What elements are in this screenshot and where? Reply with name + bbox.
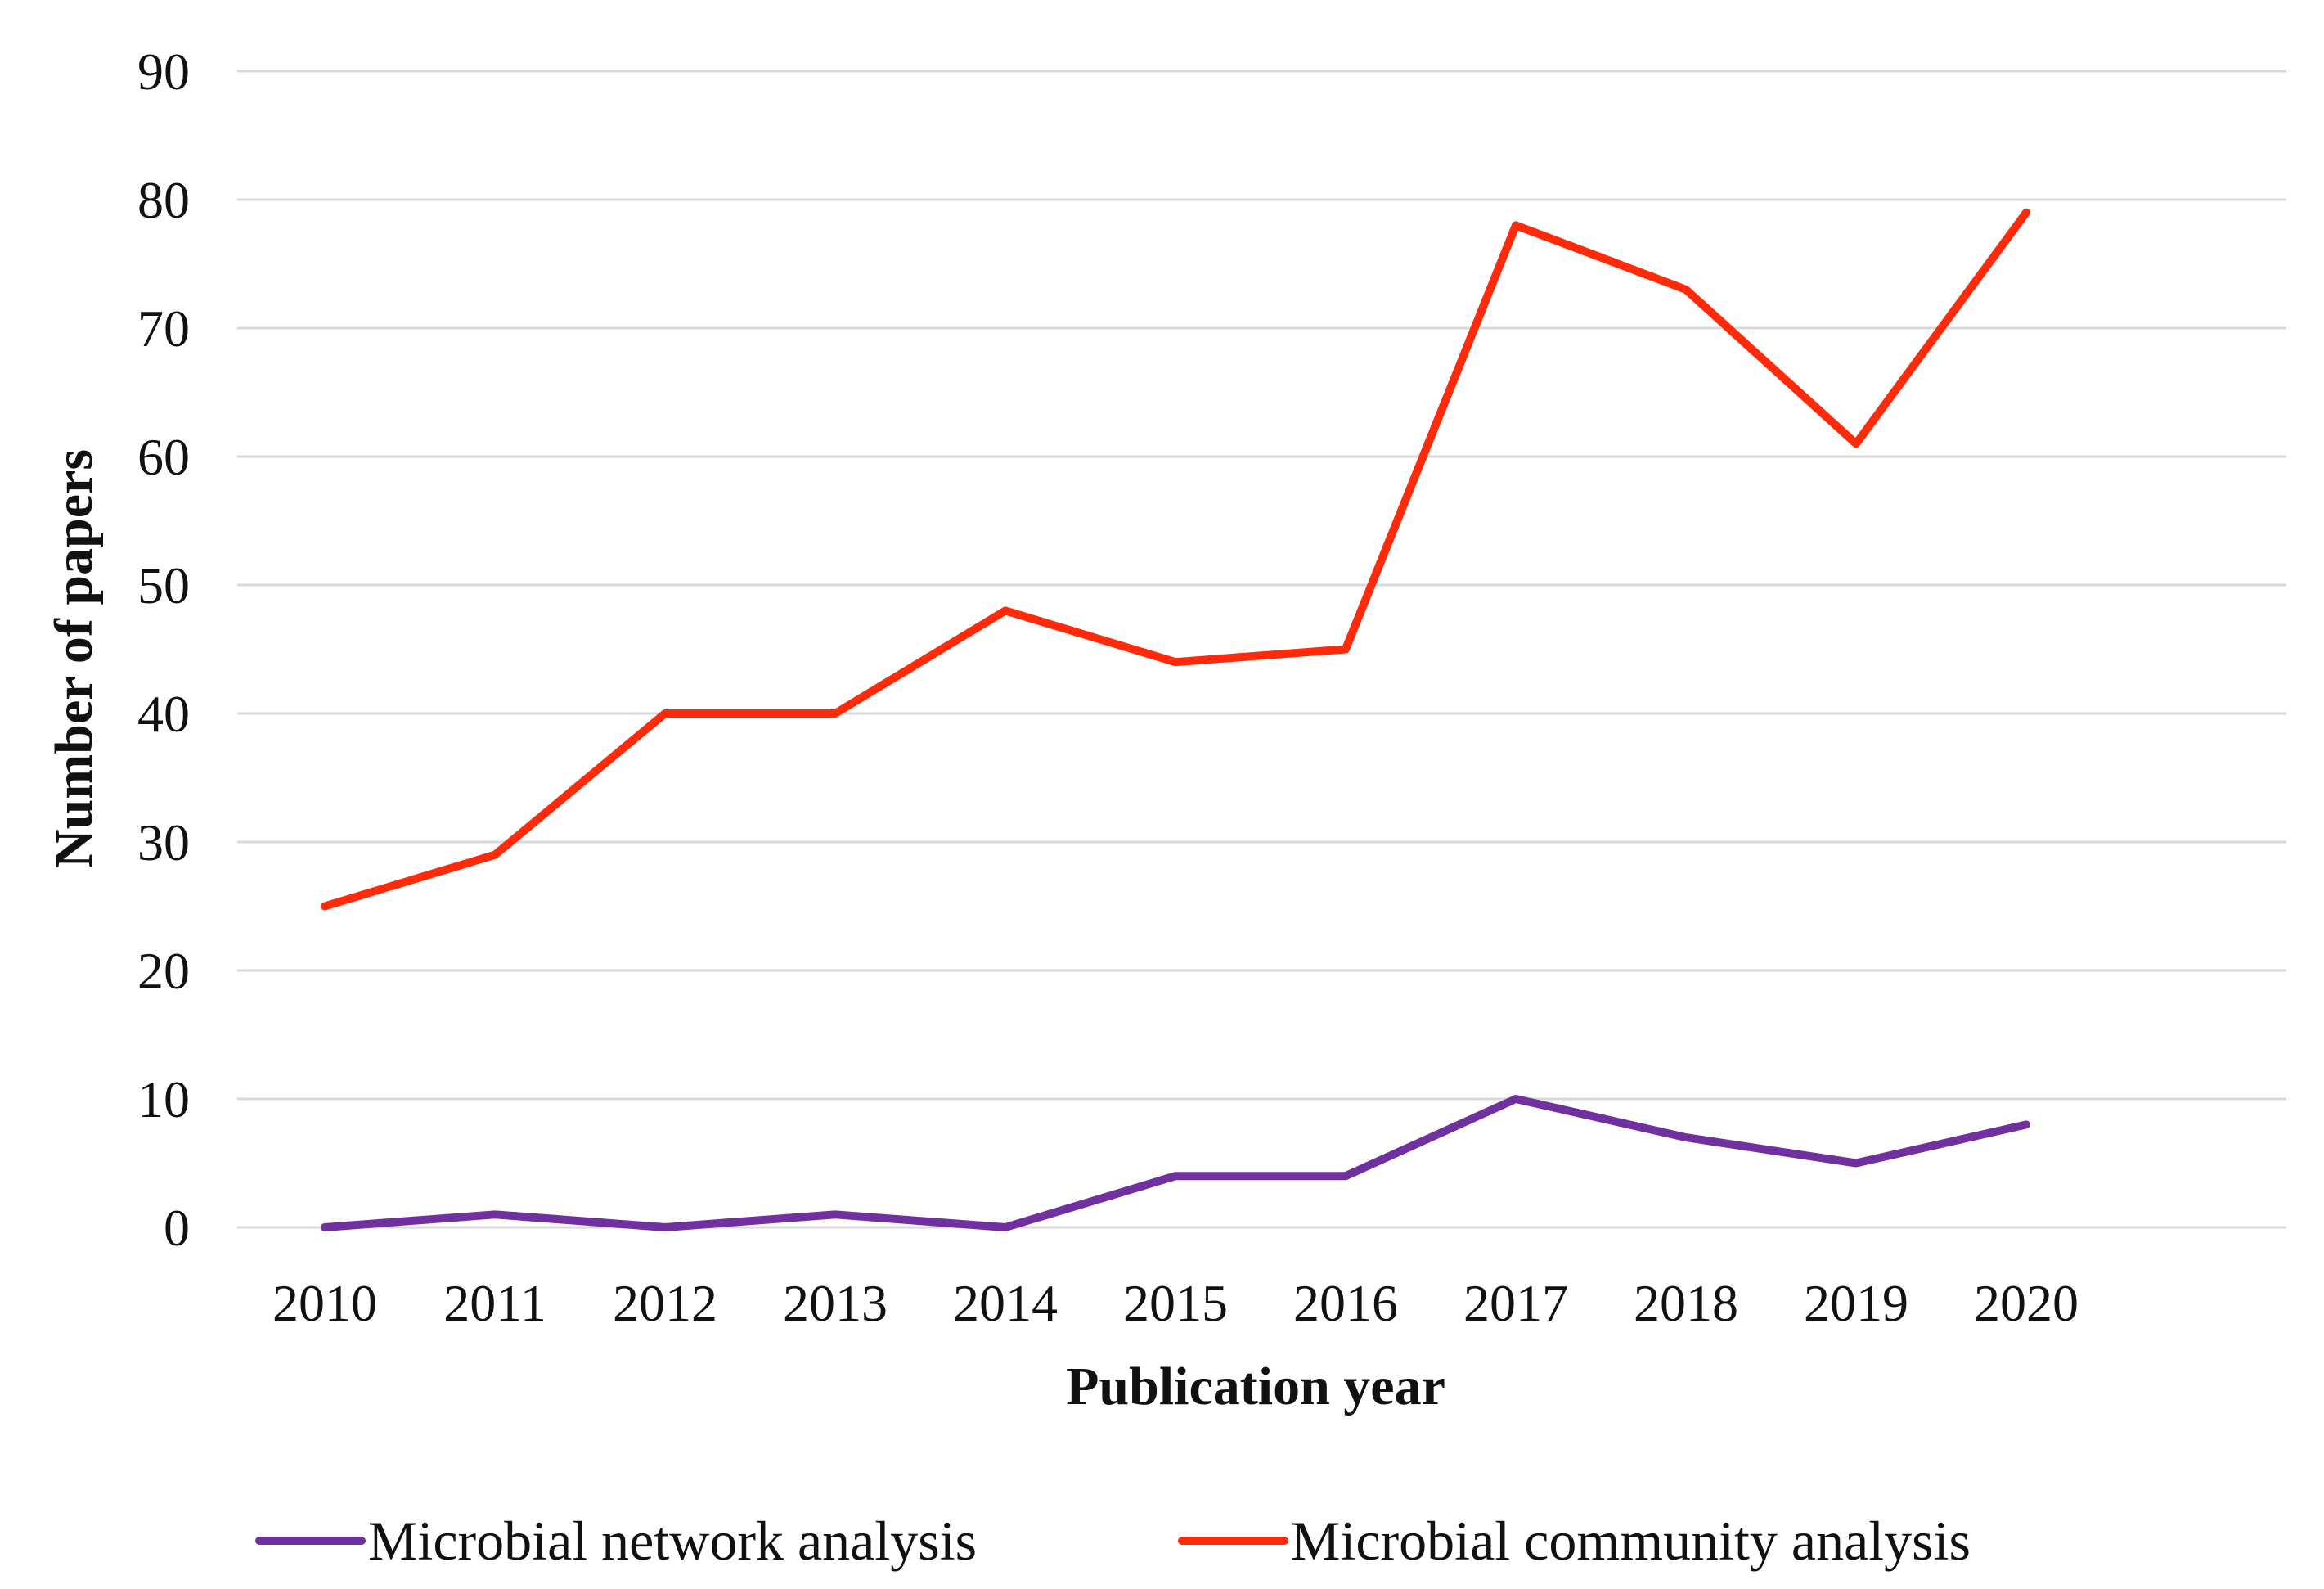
x-tick-label: 2020 bbox=[1974, 1274, 2079, 1332]
data-point-1-3 bbox=[834, 713, 836, 714]
data-point-1-10 bbox=[2025, 212, 2027, 214]
data-point-1-6 bbox=[1345, 649, 1346, 650]
x-tick-label: 2012 bbox=[613, 1274, 717, 1332]
data-point-0-9 bbox=[1855, 1163, 1857, 1164]
data-point-1-0 bbox=[324, 906, 326, 907]
data-point-0-0 bbox=[324, 1227, 326, 1228]
series-line-0 bbox=[321, 1095, 2030, 1231]
data-point-0-1 bbox=[494, 1213, 496, 1215]
x-tick-label: 2015 bbox=[1123, 1274, 1228, 1332]
x-tick-label: 2011 bbox=[443, 1274, 546, 1332]
data-point-0-3 bbox=[834, 1213, 836, 1215]
x-tick-label: 2010 bbox=[272, 1274, 377, 1332]
y-axis-ticks: 0 10 20 30 40 50 60 70 80 90 bbox=[137, 43, 190, 1257]
y-tick-label: 50 bbox=[137, 556, 190, 614]
legend: Microbial network analysis Microbial comm… bbox=[255, 1510, 1971, 1572]
x-axis-ticks: 2010 2011 2012 2013 2014 2015 2016 2017 2018 2019… bbox=[272, 1274, 2079, 1332]
x-tick-label: 2017 bbox=[1463, 1274, 1568, 1332]
data-point-0-6 bbox=[1345, 1175, 1346, 1177]
data-point-0-7 bbox=[1515, 1098, 1517, 1100]
y-tick-label: 20 bbox=[137, 942, 190, 1000]
legend-label-1: Microbial community analysis bbox=[1291, 1510, 1971, 1572]
data-point-0-5 bbox=[1175, 1175, 1176, 1177]
data-point-0-10 bbox=[2025, 1123, 2027, 1125]
data-point-1-7 bbox=[1515, 224, 1517, 226]
y-tick-label: 80 bbox=[137, 171, 190, 229]
y-axis-title: Number of papers bbox=[44, 449, 104, 868]
data-point-1-8 bbox=[1685, 289, 1687, 290]
data-point-1-5 bbox=[1175, 661, 1176, 663]
series-lines bbox=[321, 208, 2030, 1231]
x-axis-title: Publication year bbox=[1066, 1357, 1445, 1416]
y-tick-label: 40 bbox=[137, 685, 190, 743]
y-tick-label: 10 bbox=[137, 1070, 190, 1128]
x-tick-label: 2019 bbox=[1804, 1274, 1908, 1332]
x-tick-label: 2014 bbox=[953, 1274, 1058, 1332]
x-tick-label: 2013 bbox=[783, 1274, 888, 1332]
data-point-1-1 bbox=[494, 854, 496, 856]
y-tick-label: 70 bbox=[137, 299, 190, 358]
y-tick-label: 90 bbox=[137, 43, 190, 101]
gridlines bbox=[237, 70, 2286, 1229]
series-line-1 bbox=[321, 208, 2030, 911]
x-tick-label: 2016 bbox=[1293, 1274, 1398, 1332]
y-tick-label: 30 bbox=[137, 813, 190, 871]
x-tick-label: 2018 bbox=[1634, 1274, 1738, 1332]
data-point-1-2 bbox=[664, 713, 666, 714]
data-point-0-4 bbox=[1005, 1227, 1006, 1228]
data-point-0-8 bbox=[1685, 1137, 1687, 1138]
data-point-1-4 bbox=[1005, 610, 1006, 611]
y-tick-label: 60 bbox=[137, 428, 190, 486]
data-point-1-9 bbox=[1855, 443, 1857, 444]
y-tick-label: 0 bbox=[164, 1199, 190, 1257]
data-point-0-2 bbox=[664, 1227, 666, 1228]
legend-label-0: Microbial network analysis bbox=[368, 1510, 977, 1572]
